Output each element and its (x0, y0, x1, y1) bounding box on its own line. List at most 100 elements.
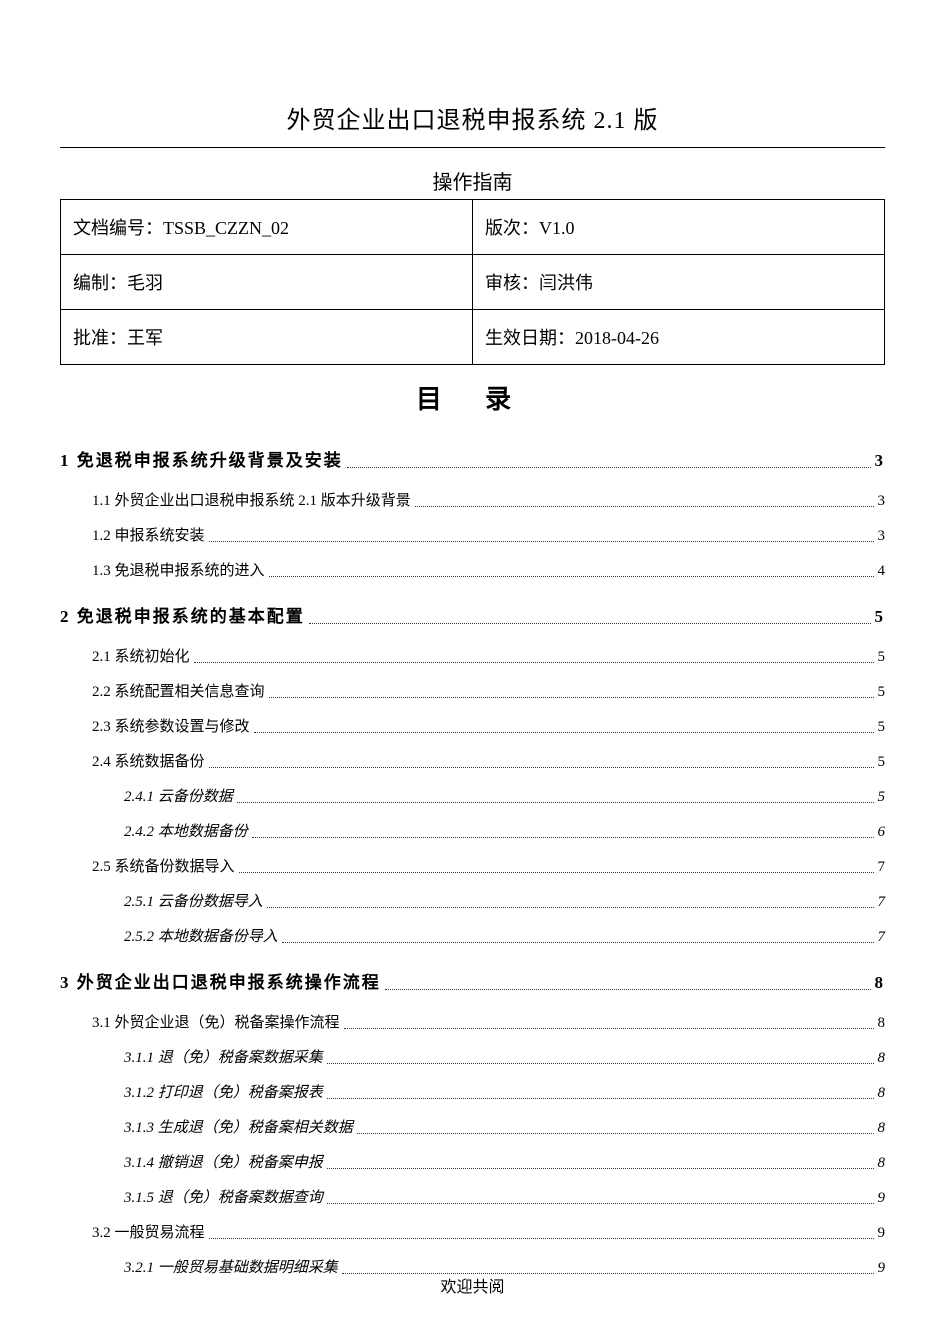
toc-entry-lvl3: 3.1.2 打印退（免）税备案报表 8 (60, 1081, 885, 1102)
toc-leader (194, 662, 874, 663)
toc-entry-number: 1.1 (92, 493, 111, 509)
page-footer: 欢迎共阅 (0, 1273, 945, 1297)
toc-entry-text: 本地数据备份 (154, 824, 248, 840)
info-label: 文档编号： (73, 218, 163, 238)
toc-leader (344, 1028, 874, 1029)
toc-entry-text: 本地数据备份导入 (154, 929, 278, 945)
info-value: 王军 (127, 328, 163, 348)
toc-leader (269, 697, 874, 698)
toc-entry-page: 7 (878, 859, 886, 876)
toc-leader (282, 942, 874, 943)
toc-entry-label: 2.4.2 本地数据备份 (124, 820, 248, 841)
toc-container: 1 免退税申报系统升级背景及安装31.1 外贸企业出口退税申报系统 2.1 版本… (60, 446, 885, 1277)
toc-entry-text: 外贸企业退（免）税备案操作流程 (111, 1015, 340, 1031)
info-cell-right: 审核：闫洪伟 (473, 255, 885, 310)
toc-leader (347, 467, 871, 468)
toc-entry-label: 2.3 系统参数设置与修改 (92, 715, 250, 736)
toc-entry-lvl3: 2.4.1 云备份数据5 (60, 785, 885, 806)
toc-entry-lvl2: 2.1 系统初始化 5 (60, 645, 885, 666)
toc-leader (415, 506, 874, 507)
document-page: 外贸企业出口退税申报系统 2.1 版 操作指南 文档编号：TSSB_CZZN_0… (0, 0, 945, 1337)
toc-entry-number: 2.1 (92, 649, 111, 665)
toc-entry-number: 3.1.3 (124, 1120, 154, 1136)
toc-entry-page: 6 (878, 824, 886, 841)
toc-entry-number: 3.1.5 (124, 1190, 154, 1206)
toc-entry-text: 免退税申报系统升级背景及安装 (71, 451, 343, 470)
toc-entry-page: 8 (875, 973, 886, 993)
toc-entry-text: 系统备份数据导入 (111, 859, 235, 875)
toc-entry-page: 8 (878, 1085, 886, 1102)
toc-entry-lvl2: 3.2 一般贸易流程 9 (60, 1221, 885, 1242)
toc-entry-label: 2.2 系统配置相关信息查询 (92, 680, 265, 701)
toc-entry-number: 3 (60, 973, 71, 992)
toc-leader (327, 1098, 874, 1099)
info-table-body: 文档编号：TSSB_CZZN_02版次：V1.0编制：毛羽审核：闫洪伟批准：王军… (61, 200, 885, 365)
toc-entry-text: 系统配置相关信息查询 (111, 684, 265, 700)
toc-entry-page: 5 (878, 649, 886, 666)
toc-entry-text: 免退税申报系统的基本配置 (71, 607, 305, 626)
toc-leader (239, 872, 874, 873)
toc-entry-lvl2: 1.2 申报系统安装3 (60, 524, 885, 545)
toc-entry-label: 2.5.1 云备份数据导入 (124, 890, 263, 911)
toc-leader (209, 541, 874, 542)
toc-entry-text: 申报系统安装 (111, 528, 205, 544)
info-cell-left: 批准：王军 (61, 310, 473, 365)
toc-entry-label: 1 免退税申报系统升级背景及安装 (60, 446, 343, 471)
toc-entry-lvl3: 2.5.1 云备份数据导入 7 (60, 890, 885, 911)
toc-entry-lvl1: 2 免退税申报系统的基本配置5 (60, 602, 885, 627)
toc-entry-number: 3.1 (92, 1015, 111, 1031)
toc-entry-text: 一般贸易流程 (111, 1225, 205, 1241)
toc-entry-page: 3 (878, 493, 886, 510)
toc-entry-lvl3: 3.1.1 退（免）税备案数据采集8 (60, 1046, 885, 1067)
toc-entry-text: 云备份数据导入 (154, 894, 263, 910)
toc-entry-page: 9 (878, 1190, 886, 1207)
toc-entry-page: 8 (878, 1120, 886, 1137)
toc-entry-text: 免退税申报系统的进入 (111, 563, 265, 579)
toc-entry-label: 1.2 申报系统安装 (92, 524, 205, 545)
toc-entry-text: 系统初始化 (111, 649, 190, 665)
toc-entry-lvl3: 2.4.2 本地数据备份 6 (60, 820, 885, 841)
info-cell-right: 生效日期：2018-04-26 (473, 310, 885, 365)
toc-leader (357, 1133, 874, 1134)
toc-leader (309, 623, 871, 624)
toc-entry-lvl2: 1.3 免退税申报系统的进入4 (60, 559, 885, 580)
toc-entry-page: 8 (878, 1155, 886, 1172)
toc-entry-page: 5 (878, 754, 886, 771)
toc-entry-number: 3.1.4 (124, 1155, 154, 1171)
toc-entry-label: 1.3 免退税申报系统的进入 (92, 559, 265, 580)
toc-entry-label: 3.1.2 打印退（免）税备案报表 (124, 1081, 323, 1102)
toc-entry-lvl2: 3.1 外贸企业退（免）税备案操作流程8 (60, 1011, 885, 1032)
toc-leader (254, 732, 874, 733)
toc-entry-label: 3.1 外贸企业退（免）税备案操作流程 (92, 1011, 340, 1032)
toc-leader (327, 1203, 874, 1204)
toc-entry-text: 生成退（免）税备案相关数据 (154, 1120, 353, 1136)
info-value: 闫洪伟 (539, 273, 593, 293)
info-table-row: 批准：王军生效日期：2018-04-26 (61, 310, 885, 365)
toc-entry-text: 撤销退（免）税备案申报 (154, 1155, 323, 1171)
toc-entry-page: 9 (878, 1225, 886, 1242)
info-label: 生效日期： (485, 328, 575, 348)
toc-entry-lvl3: 3.1.4 撤销退（免）税备案申报 8 (60, 1151, 885, 1172)
toc-entry-page: 7 (878, 894, 886, 911)
toc-entry-text: 打印退（免）税备案报表 (154, 1085, 323, 1101)
toc-leader (252, 837, 874, 838)
toc-entry-page: 5 (878, 789, 886, 806)
toc-entry-page: 8 (878, 1050, 886, 1067)
toc-entry-number: 2.5 (92, 859, 111, 875)
toc-entry-lvl2: 2.4 系统数据备份5 (60, 750, 885, 771)
toc-entry-label: 2.5 系统备份数据导入 (92, 855, 235, 876)
toc-entry-label: 2.5.2 本地数据备份导入 (124, 925, 278, 946)
toc-entry-lvl1: 3 外贸企业出口退税申报系统操作流程 8 (60, 968, 885, 993)
toc-entry-label: 2.1 系统初始化 (92, 645, 190, 666)
toc-leader (327, 1063, 874, 1064)
toc-entry-label: 3 外贸企业出口退税申报系统操作流程 (60, 968, 381, 993)
toc-entry-text: 云备份数据 (154, 789, 233, 805)
toc-entry-label: 3.2 一般贸易流程 (92, 1221, 205, 1242)
toc-entry-lvl2: 2.5 系统备份数据导入 7 (60, 855, 885, 876)
toc-entry-text: 退（免）税备案数据采集 (154, 1050, 323, 1066)
toc-entry-page: 7 (878, 929, 886, 946)
toc-entry-text: 退（免）税备案数据查询 (154, 1190, 323, 1206)
toc-entry-number: 3.1.2 (124, 1085, 154, 1101)
info-label: 版次： (485, 218, 539, 238)
info-table-row: 编制：毛羽审核：闫洪伟 (61, 255, 885, 310)
